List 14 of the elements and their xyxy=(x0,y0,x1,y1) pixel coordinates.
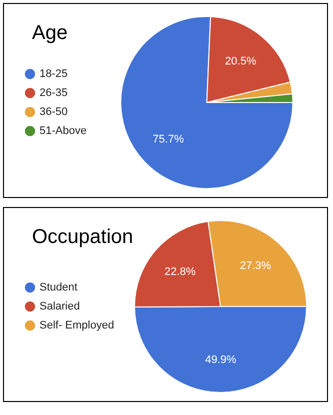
legend-label: Salaried xyxy=(40,300,80,313)
legend-label: 51-Above xyxy=(40,125,87,138)
data-label: 75.7% xyxy=(152,133,184,146)
chart-title: Age xyxy=(32,22,68,45)
legend-label: Self- Employed xyxy=(40,320,114,332)
data-label: 49.9% xyxy=(205,354,237,366)
legend-label: Student xyxy=(40,282,78,294)
data-label: 20.5% xyxy=(225,55,256,68)
legend-label: 26-35 xyxy=(40,87,68,100)
chart-title: Occupation xyxy=(32,226,134,249)
data-label: 27.3% xyxy=(240,260,272,272)
legend-label: 36-50 xyxy=(40,106,68,118)
legend-label: 18-25 xyxy=(40,68,68,80)
data-label: 22.8% xyxy=(164,266,196,278)
